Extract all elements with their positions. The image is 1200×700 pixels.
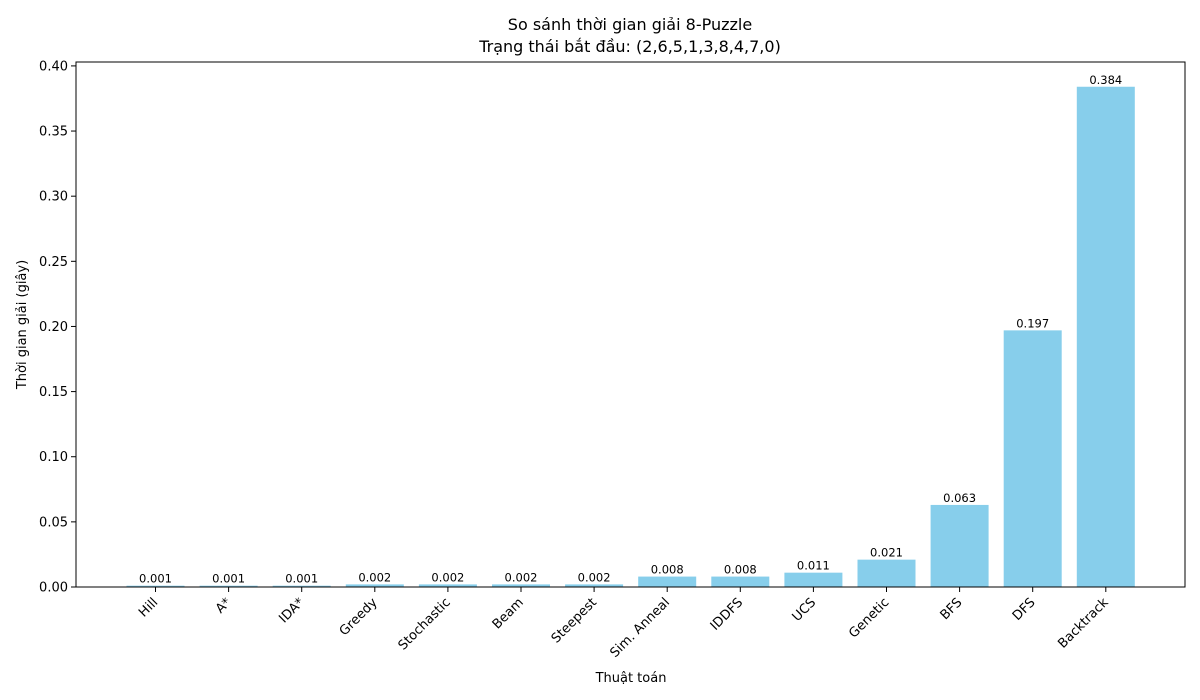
data-label-1: 0.001 bbox=[212, 572, 245, 586]
data-label-3: 0.002 bbox=[358, 570, 391, 584]
x-axis-label: Thuật toán bbox=[595, 671, 667, 686]
data-label-11: 0.063 bbox=[943, 491, 976, 505]
y-tick-label-3: 0.15 bbox=[39, 385, 68, 400]
bars-group: 0.001 0.001 0.001 0.002 0.002 0.002 0.002 0.008… bbox=[126, 73, 1135, 587]
y-tick-label-5: 0.25 bbox=[39, 255, 68, 270]
x-tick-label-7: Sim. Anneal bbox=[607, 595, 673, 661]
chart-subtitle: Trạng thái bắt đầu: (2,6,5,1,3,8,4,7,0) bbox=[478, 37, 781, 56]
y-axis-label: Thời gian giải (giây) bbox=[15, 260, 30, 390]
bar-2 bbox=[272, 585, 331, 587]
bar-6 bbox=[565, 584, 624, 587]
bar-12 bbox=[1003, 330, 1062, 587]
x-tick-label-8: IDDFS bbox=[708, 595, 746, 633]
x-tick-label-5: Beam bbox=[490, 595, 527, 632]
y-tick-label-7: 0.35 bbox=[39, 125, 68, 140]
y-tick-label-6: 0.30 bbox=[39, 190, 68, 205]
x-tick-label-9: UCS bbox=[790, 595, 820, 625]
bar-0 bbox=[126, 585, 185, 587]
y-axis: 0.00 0.05 0.10 0.15 0.20 0.25 0.30 0.35 0.40 bbox=[39, 59, 76, 596]
x-tick-label-13: Backtrack bbox=[1055, 595, 1112, 652]
bar-5 bbox=[492, 584, 550, 587]
data-label-4: 0.002 bbox=[431, 570, 464, 584]
x-tick-label-1: A* bbox=[213, 595, 235, 617]
data-label-13: 0.384 bbox=[1089, 73, 1122, 87]
x-tick-label-0: Hill bbox=[136, 595, 161, 620]
bar-3 bbox=[345, 584, 404, 587]
bar-1 bbox=[199, 585, 258, 587]
bar-8 bbox=[711, 576, 770, 587]
data-label-8: 0.008 bbox=[724, 563, 757, 577]
data-label-9: 0.011 bbox=[797, 559, 830, 573]
bar-9 bbox=[784, 572, 843, 587]
bar-11 bbox=[930, 504, 989, 587]
data-label-12: 0.197 bbox=[1016, 316, 1049, 330]
y-tick-label-0: 0.00 bbox=[39, 581, 68, 596]
x-tick-label-2: IDA* bbox=[276, 595, 307, 626]
bar-7 bbox=[638, 576, 697, 587]
y-tick-label-2: 0.10 bbox=[39, 450, 68, 465]
bar-10 bbox=[857, 559, 916, 587]
data-label-0: 0.001 bbox=[139, 572, 172, 586]
data-label-7: 0.008 bbox=[651, 563, 684, 577]
plot-frame bbox=[75, 61, 1186, 588]
x-tick-label-10: Genetic bbox=[846, 595, 892, 641]
x-tick-label-11: BFS bbox=[938, 595, 966, 623]
bar-4 bbox=[418, 584, 477, 587]
data-label-10: 0.021 bbox=[870, 546, 903, 560]
data-label-5: 0.002 bbox=[505, 570, 538, 584]
chart-title: So sánh thời gian giải 8-Puzzle bbox=[508, 15, 752, 34]
y-tick-label-8: 0.40 bbox=[39, 59, 68, 74]
bar-13 bbox=[1076, 86, 1135, 587]
x-tick-label-3: Greedy bbox=[337, 595, 381, 639]
x-tick-label-12: DFS bbox=[1010, 595, 1039, 624]
x-tick-label-4: Stochastic bbox=[396, 595, 454, 653]
data-label-2: 0.001 bbox=[285, 572, 318, 586]
x-tick-label-6: Steepest bbox=[549, 595, 600, 646]
x-axis: Hill A* IDA* Greedy Stochastic Beam Steepest Si… bbox=[136, 587, 1112, 661]
y-tick-label-1: 0.05 bbox=[39, 515, 68, 530]
data-label-6: 0.002 bbox=[578, 570, 611, 584]
y-tick-label-4: 0.20 bbox=[39, 320, 68, 335]
